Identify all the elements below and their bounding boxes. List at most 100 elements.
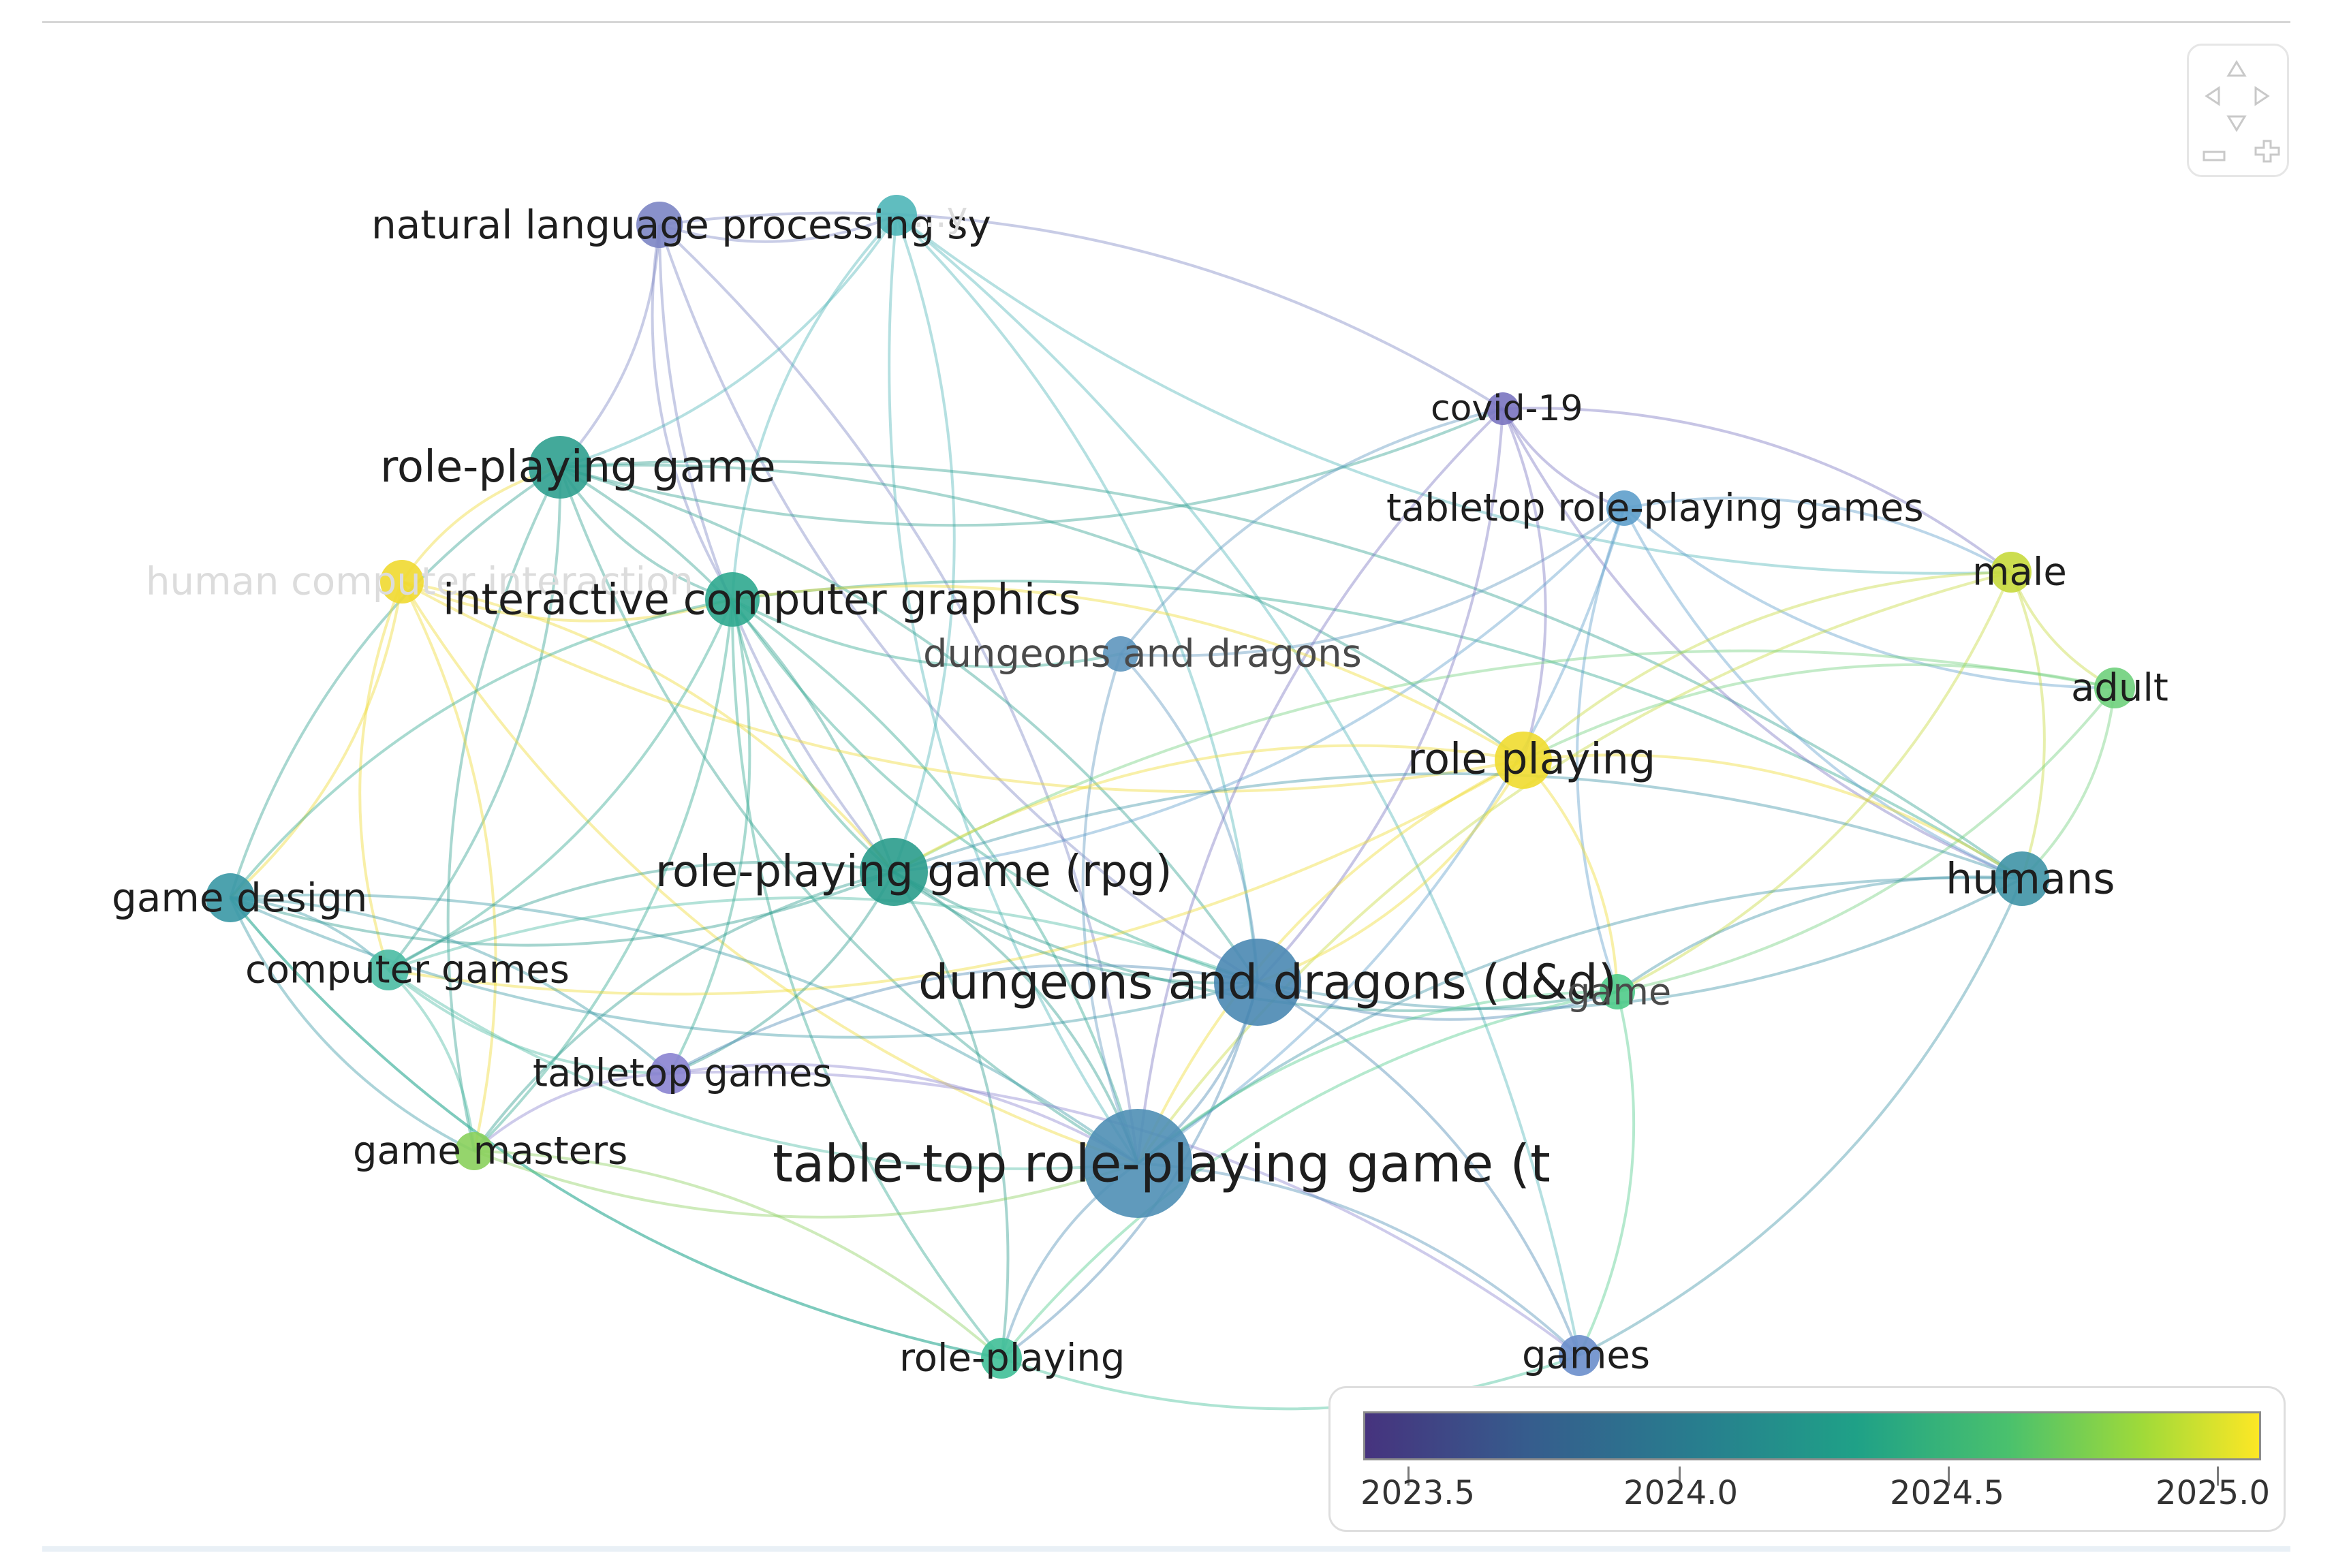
network-edge — [446, 467, 561, 1152]
zoom-out-icon[interactable] — [2203, 151, 2226, 161]
network-edge — [658, 224, 895, 873]
legend-tick — [1679, 1467, 1681, 1486]
network-edge — [731, 599, 895, 873]
network-edge — [888, 215, 1139, 1165]
bottom-divider — [42, 1546, 2290, 1552]
legend-tick-label: 2023.5 — [1360, 1474, 1475, 1512]
legend-tick — [1948, 1467, 1950, 1486]
node-label-nlp: natural language processing sy — [371, 202, 991, 248]
network-edge — [1623, 497, 2012, 574]
network-edge — [229, 598, 733, 899]
color-legend: 2023.5 2024.0 2024.5 2025.0 — [1328, 1386, 2286, 1532]
node-computer-games[interactable] — [368, 950, 409, 990]
network-edge — [892, 871, 1258, 985]
network-edge — [1523, 753, 2023, 880]
node-game-masters[interactable] — [455, 1132, 493, 1170]
network-edge — [1136, 571, 2012, 1165]
network-edge — [473, 1150, 1003, 1360]
network-edge — [230, 893, 1139, 1165]
node-adult[interactable] — [2094, 668, 2135, 708]
network-edge — [559, 224, 661, 469]
pan-right-icon[interactable] — [2254, 86, 2270, 106]
node-hci[interactable] — [380, 560, 424, 603]
network-edge — [651, 224, 734, 601]
node-layer — [206, 195, 2135, 1379]
node-covid[interactable] — [1487, 392, 1519, 425]
network-edge — [892, 215, 956, 873]
node-rpg-game[interactable] — [529, 436, 591, 499]
node-role-playing[interactable] — [1495, 732, 1552, 789]
node-trpgs[interactable] — [1606, 490, 1642, 526]
node-nlp2[interactable] — [876, 195, 917, 236]
network-edge — [229, 896, 1002, 1360]
network-edge — [229, 466, 561, 898]
node-game-design[interactable] — [206, 873, 255, 922]
network-edge — [1616, 875, 2023, 993]
network-edge — [473, 599, 734, 1153]
network-edge — [1623, 507, 2023, 880]
node-label-rpg-game: role-playing game — [380, 442, 776, 492]
network-edge — [892, 871, 1139, 1164]
node-label-ttrpg: table-top role-playing game (t — [773, 1133, 1551, 1194]
network-edge — [1623, 507, 2115, 689]
node-games[interactable] — [1559, 1335, 1600, 1376]
node-humans[interactable] — [1995, 851, 2049, 906]
network-edge — [1120, 507, 1625, 657]
node-label-games: games — [1522, 1334, 1650, 1378]
node-rpg-rpg[interactable] — [860, 838, 928, 906]
network-edge — [1136, 407, 1504, 1164]
network-edge — [401, 580, 733, 623]
network-edge — [670, 1063, 1139, 1165]
network-edge — [473, 871, 894, 1153]
network-edge — [230, 871, 894, 947]
network-edge — [895, 214, 1259, 983]
network-edge — [1119, 407, 1504, 655]
node-nlp[interactable] — [636, 202, 683, 248]
node-label-nlp2: ...y — [913, 195, 967, 236]
node-male[interactable] — [1991, 552, 2032, 593]
pan-left-icon[interactable] — [2205, 86, 2220, 106]
navigation-control[interactable] — [2187, 44, 2289, 177]
network-edge — [1578, 991, 1636, 1356]
network-edge — [659, 214, 897, 243]
pan-up-icon[interactable] — [2226, 60, 2247, 77]
network-edge — [1617, 687, 2116, 993]
network-edge — [731, 598, 1139, 1164]
network-edge — [1081, 653, 1139, 1164]
network-edge — [388, 599, 734, 971]
network-edge — [229, 581, 403, 899]
zoom-in-icon[interactable] — [2254, 140, 2280, 163]
node-ttrpg[interactable] — [1083, 1109, 1192, 1218]
network-edge — [1257, 981, 1618, 1021]
network-edge — [670, 963, 1258, 1075]
node-label-adult: adult — [2071, 666, 2168, 710]
network-edge — [1137, 1162, 1581, 1357]
node-role-playing-hy[interactable] — [981, 1338, 1022, 1379]
node-dnd-small[interactable] — [1103, 636, 1138, 672]
legend-tick — [2217, 1467, 2219, 1486]
node-label-covid: covid-19 — [1431, 388, 1583, 429]
network-edge — [670, 871, 895, 1075]
network-edge — [401, 580, 895, 873]
node-game[interactable] — [1600, 974, 1635, 1009]
network-edge — [1501, 407, 1625, 509]
pan-down-icon[interactable] — [2226, 115, 2247, 132]
node-label-game-design: game design — [112, 875, 367, 921]
network-edge — [473, 1072, 671, 1153]
network-edge — [559, 463, 1525, 762]
node-tabletop-games[interactable] — [650, 1053, 691, 1094]
node-label-computer-games: computer games — [245, 948, 570, 992]
node-label-rpg-rpg: role-playing game (rpg) — [655, 847, 1172, 897]
node-label-game: game — [1567, 971, 1671, 1014]
network-edge — [1257, 877, 2023, 1011]
network-edge — [893, 649, 2115, 873]
network-edge — [229, 896, 1002, 1360]
node-label-dnd-small: dungeons and dragons — [923, 632, 1362, 676]
node-label-game-masters: game masters — [353, 1129, 627, 1174]
network-edge — [1522, 759, 1619, 992]
node-icg[interactable] — [705, 572, 760, 627]
top-divider — [42, 21, 2290, 23]
node-dnd-big[interactable] — [1214, 939, 1301, 1026]
node-label-male: male — [1972, 550, 2067, 595]
